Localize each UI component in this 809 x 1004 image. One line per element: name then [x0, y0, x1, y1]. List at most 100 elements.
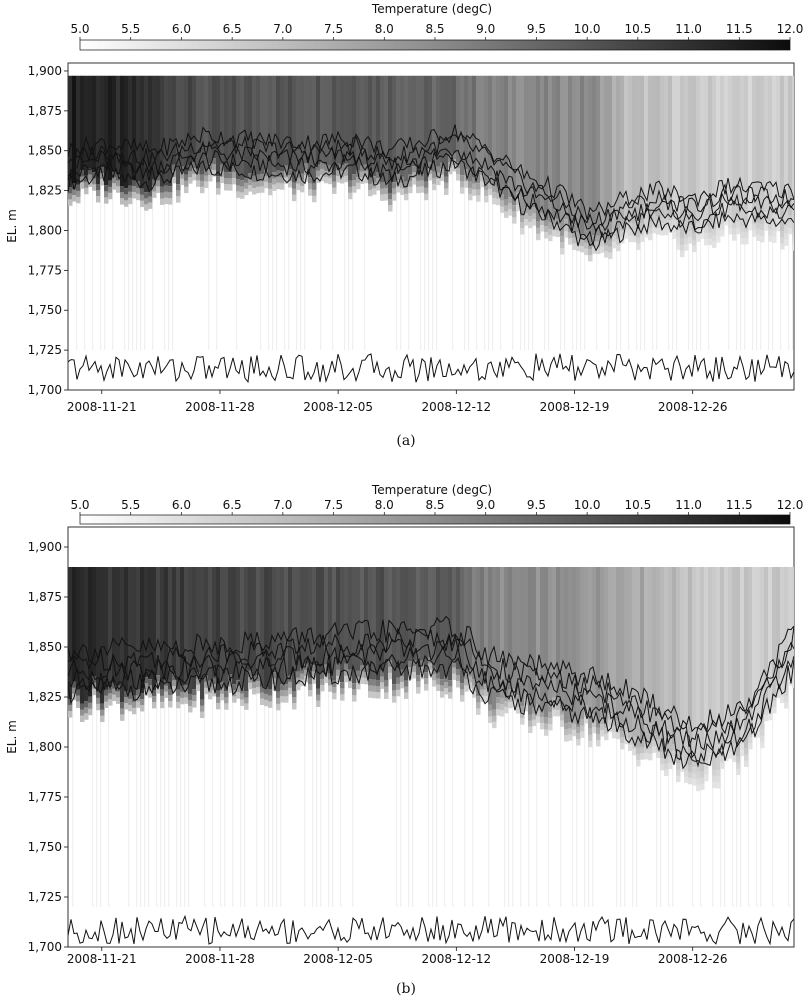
heatmap-cell — [336, 169, 341, 177]
heatmap-cell — [444, 182, 449, 189]
heatmap-cell — [536, 221, 541, 229]
heatmap-cell — [500, 206, 505, 213]
heatmap-cell — [104, 185, 109, 192]
heatmap-cell — [96, 196, 101, 203]
heatmap-streak — [400, 687, 402, 907]
heatmap-cell — [584, 567, 589, 706]
heatmap-streak — [756, 737, 758, 907]
heatmap-cell — [576, 733, 581, 740]
heatmap-streak — [564, 237, 566, 350]
x-tick-label: 2008-12-05 — [303, 400, 373, 414]
heatmap-cell — [512, 700, 517, 708]
heatmap-cell — [496, 709, 501, 716]
heatmap-cell — [372, 188, 377, 195]
heatmap-cell — [460, 181, 465, 188]
heatmap-cell — [188, 171, 193, 178]
heatmap-cell — [620, 75, 625, 225]
heatmap-cell — [132, 191, 137, 199]
heatmap-cell — [548, 75, 553, 223]
heatmap-cell — [360, 165, 365, 172]
heatmap-cell — [708, 232, 713, 240]
heatmap-cell — [416, 186, 421, 194]
heatmap-cell — [192, 75, 197, 162]
colorbar-b — [79, 514, 791, 525]
heatmap-cell — [312, 677, 317, 684]
heatmap-cell — [172, 674, 177, 681]
heatmap-cell — [512, 567, 517, 689]
colorbar-tick-label: 8.5 — [425, 22, 444, 36]
heatmap-cell — [524, 704, 529, 712]
heatmap-cell — [256, 174, 261, 182]
heatmap-cell — [452, 667, 457, 674]
heatmap-cell — [732, 234, 737, 241]
heatmap-streak — [512, 223, 514, 350]
heatmap-streak — [100, 721, 102, 907]
colorbar-tick-label: 9.0 — [476, 22, 495, 36]
heatmap-cell — [712, 241, 717, 248]
heatmap-cell — [368, 75, 373, 178]
heatmap-cell — [156, 180, 161, 187]
heatmap-cell — [464, 181, 469, 188]
heatmap-cell — [240, 699, 245, 707]
heatmap-cell — [584, 75, 589, 237]
heatmap-cell — [696, 567, 701, 773]
x-tick-label: 2008-11-21 — [67, 400, 137, 414]
heatmap-cell — [428, 663, 433, 670]
heatmap-cell — [284, 696, 289, 703]
heatmap-cell — [548, 711, 553, 719]
heatmap-cell — [748, 736, 753, 744]
y-tick-label: 1,750 — [28, 840, 62, 854]
heatmap-cell — [348, 192, 353, 200]
heatmap-cell — [228, 567, 233, 675]
heatmap-cell — [340, 688, 345, 695]
heatmap-cell — [532, 713, 537, 721]
heatmap-streak — [396, 695, 398, 907]
heatmap-cell — [580, 233, 585, 241]
heatmap-cell — [720, 223, 725, 231]
heatmap-cell — [660, 567, 665, 752]
heatmap-cell — [768, 567, 773, 702]
heatmap-cell — [84, 707, 89, 714]
heatmap-cell — [716, 567, 721, 771]
heatmap-streak — [644, 237, 646, 350]
heatmap-cell — [244, 176, 249, 184]
heatmap-cell — [368, 679, 373, 686]
heatmap-cell — [168, 75, 173, 187]
heatmap-cell — [164, 685, 169, 692]
heatmap-cell — [688, 777, 693, 785]
heatmap-streak — [408, 192, 410, 350]
heatmap-cell — [308, 683, 313, 691]
heatmap-streak — [216, 194, 218, 350]
heatmap-cell — [440, 567, 445, 680]
heatmap-cell — [356, 176, 361, 184]
heatmap-streak — [452, 170, 454, 350]
heatmap-cell — [604, 245, 609, 252]
heatmap-cell — [420, 567, 425, 661]
heatmap-cell — [320, 168, 325, 176]
heatmap-cell — [496, 697, 501, 704]
x-tick-label: 2008-11-28 — [185, 400, 255, 414]
heatmap-streak — [652, 232, 654, 350]
colorbar-tick-label: 8.0 — [375, 22, 394, 36]
heatmap-cell — [372, 176, 377, 183]
colorbar-tick-label: 5.0 — [70, 22, 89, 36]
heatmap-cell — [108, 192, 113, 200]
heatmap-streak — [396, 192, 398, 350]
heatmap-cell — [756, 731, 761, 738]
heatmap-cell — [752, 218, 757, 225]
heatmap-cell — [776, 218, 781, 226]
heatmap-cell — [728, 75, 733, 216]
heatmap-cell — [456, 674, 461, 682]
heatmap-cell — [452, 567, 457, 662]
heatmap-cell — [136, 689, 141, 696]
heatmap-cell — [72, 567, 77, 682]
heatmap-cell — [776, 691, 781, 699]
heatmap-cell — [592, 247, 597, 254]
heatmap-cell — [320, 75, 325, 163]
heatmap-streak — [760, 241, 762, 350]
heatmap-cell — [320, 672, 325, 680]
heatmap-cell — [152, 701, 157, 709]
heatmap-cell — [128, 567, 133, 693]
heatmap-cell — [580, 725, 585, 732]
heatmap-cell — [556, 703, 561, 711]
